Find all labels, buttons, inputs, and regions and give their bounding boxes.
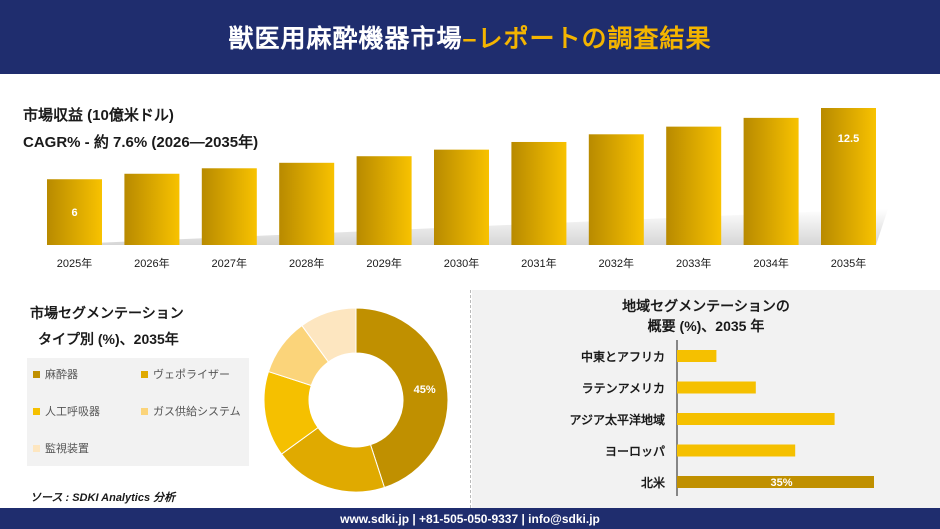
revenue-bar [124,173,180,245]
legend-label: 監視装置 [45,443,89,455]
region-segmentation-title: 地域セグメンテーションの 概要 (%)、2035 年 [472,296,940,336]
year-tick-label: 2029年 [366,256,401,270]
header-title-main: 獣医用麻酔機器市場 [228,25,463,53]
revenue-bar [743,117,799,245]
region-title-line2: 概要 (%)、2035 年 [647,318,765,334]
cagr-label: CAGR% - 約 7.6% (2026—2035年) [23,134,259,151]
revenue-bar [356,156,412,245]
year-tick-label: 2032年 [599,256,634,270]
source-note: ソース : SDKI Analytics 分析 [30,492,176,504]
region-bar [677,413,835,425]
revenue-bar [511,141,567,245]
type-title-line2: タイプ別 (%)、2035年 [38,331,179,347]
year-tick-label: 2034年 [753,256,788,270]
legend-swatch [141,370,148,378]
revenue-bar-chart: 2025年 6 2026年 2027年 2028年 2029年 2030年 2031年 2032… [47,108,888,270]
region-category-label: アジア太平洋地域 [569,412,665,427]
contact-footer: www.sdki.jp | +81-505-050-9337 | info@sd… [0,508,940,529]
donut-data-label: 45% [414,384,436,396]
legend-item: ヴェポライザー [141,366,230,382]
legend-item: 麻酔器 [33,366,78,382]
donut-slice [301,307,357,363]
year-tick-label: 2027年 [212,256,247,270]
type-segmentation-panel: 市場セグメンテーション タイプ別 (%)、2035年 麻酔器 ヴェポライザー 人… [0,290,468,508]
legend-item: 人工呼吸器 [33,403,100,419]
type-segmentation-title: 市場セグメンテーション タイプ別 (%)、2035年 [30,300,184,352]
legend-item: 監視装置 [33,440,89,456]
year-tick-label: 2028年 [289,256,324,270]
year-tick-label: 2030年 [444,256,479,270]
region-bar [677,444,796,457]
report-header: 獣医用麻酔機器市場 –レポートの調査結果 [0,0,940,74]
region-bar [677,381,756,394]
legend-item: ガス供給システム [141,403,241,419]
legend-label: ヴェポライザー [153,369,230,381]
region-category-label: 北米 [641,475,666,490]
legend-swatch [33,407,40,415]
legend-label: 人工呼吸器 [45,406,100,418]
revenue-bar [47,179,102,245]
region-data-label: 35% [770,477,792,489]
region-bar [677,476,874,488]
revenue-bar [588,134,644,245]
header-title-sub: –レポートの調査結果 [462,25,712,53]
type-title-line1: 市場セグメンテーション [30,305,184,321]
revenue-bar [201,168,257,245]
legend-label: 麻酔器 [45,369,78,381]
legend-label: ガス供給システム [153,406,241,418]
region-category-label: ヨーロッパ [605,445,665,459]
revenue-bar [434,149,489,245]
revenue-data-label: 12.5 [838,133,859,145]
revenue-bar [279,162,335,245]
revenue-bar [666,126,722,245]
type-donut-chart: 45% [263,307,449,493]
revenue-unit-label: 市場収益 (10億米ドル) [23,107,174,124]
legend-swatch [141,407,148,415]
region-title-line1: 地域セグメンテーションの [622,298,790,314]
region-segmentation-panel: 地域セグメンテーションの 概要 (%)、2035 年 [472,290,940,508]
legend-swatch [33,370,40,378]
year-tick-label: 2026年 [134,256,169,270]
revenue-data-label: 6 [71,207,77,219]
year-tick-label: 2031年 [521,256,556,270]
type-legend: 麻酔器 ヴェポライザー 人工呼吸器 ガス供給システム 監視装置 [27,358,249,466]
region-category-label: 中東とアフリカ [581,349,665,364]
panel-divider [470,290,471,508]
donut-slice [355,307,449,489]
revenue-chart-labels: 市場収益 (10億米ドル) CAGR% - 約 7.6% (2026—2035年… [23,102,258,156]
region-category-label: ラテンアメリカ [582,382,665,396]
year-tick-label: 2025年 [57,256,92,270]
revenue-bar [821,108,876,245]
year-tick-label: 2033年 [676,256,711,270]
year-tick-label: 2035年 [831,256,866,270]
legend-swatch [33,444,40,452]
region-bar [677,350,717,362]
